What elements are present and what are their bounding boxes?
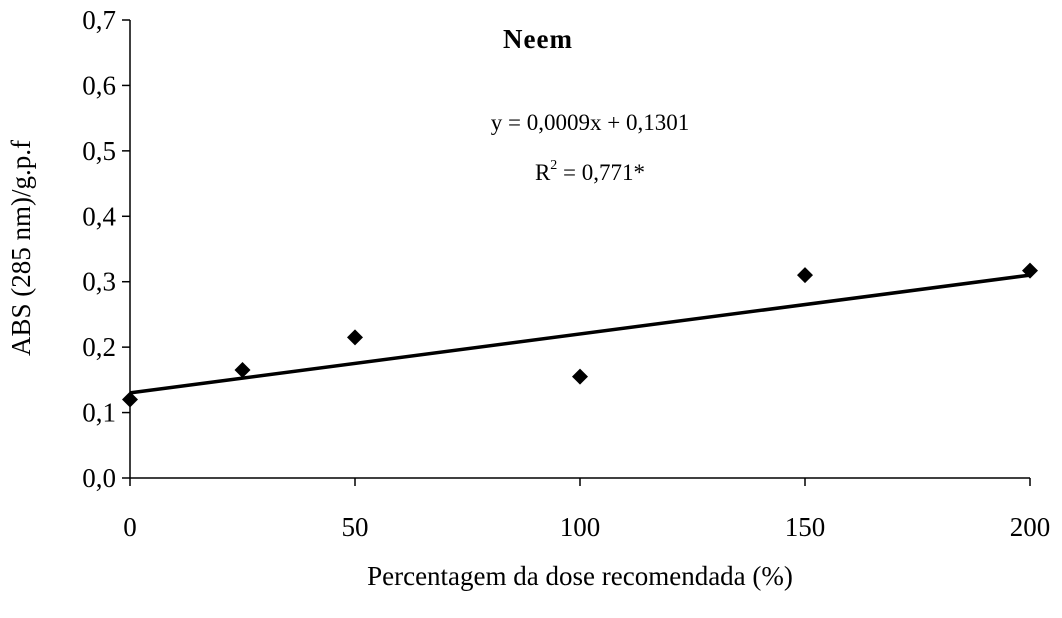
y-tick-label: 0,0 <box>82 463 116 493</box>
x-tick-label: 50 <box>342 512 369 542</box>
trendline-equation: y = 0,0009x + 0,1301 <box>491 110 689 135</box>
chart-title: Neem <box>503 24 573 54</box>
y-tick-label: 0,1 <box>82 398 116 428</box>
data-point <box>797 267 813 284</box>
y-axis-title: ABS (285 nm)/g.p.f <box>6 140 36 356</box>
x-tick-label: 100 <box>560 512 601 542</box>
axes <box>129 20 1030 479</box>
y-tick-label: 0,2 <box>82 332 116 362</box>
x-tick-label: 150 <box>785 512 826 542</box>
x-axis-title: Percentagem da dose recomendada (%) <box>367 561 793 591</box>
y-axis-ticks: 0,0 0,1 0,2 0,3 0,4 0,5 0,6 0,7 <box>82 5 130 493</box>
x-tick-label: 200 <box>1010 512 1051 542</box>
data-point <box>122 391 138 408</box>
r-squared-label: R2 = 0,771* <box>535 158 645 185</box>
y-tick-label: 0,3 <box>82 267 116 297</box>
y-tick-label: 0,6 <box>82 70 116 100</box>
data-point <box>347 329 363 346</box>
y-tick-label: 0,4 <box>82 201 116 231</box>
y-tick-label: 0,5 <box>82 136 116 166</box>
data-point <box>572 368 588 385</box>
trendline-group <box>129 273 1031 395</box>
r-squared-superscript: 2 <box>550 158 557 173</box>
data-point <box>1022 262 1038 279</box>
data-points <box>122 262 1038 408</box>
trendline <box>129 273 1031 395</box>
y-tick-label: 0,7 <box>82 5 116 35</box>
x-axis-ticks: 0 50 100 150 200 <box>123 478 1050 542</box>
data-point <box>234 362 251 379</box>
r-squared-value: = 0,771* <box>557 160 645 185</box>
x-tick-label: 0 <box>123 512 137 542</box>
r-squared-prefix: R <box>535 160 551 185</box>
